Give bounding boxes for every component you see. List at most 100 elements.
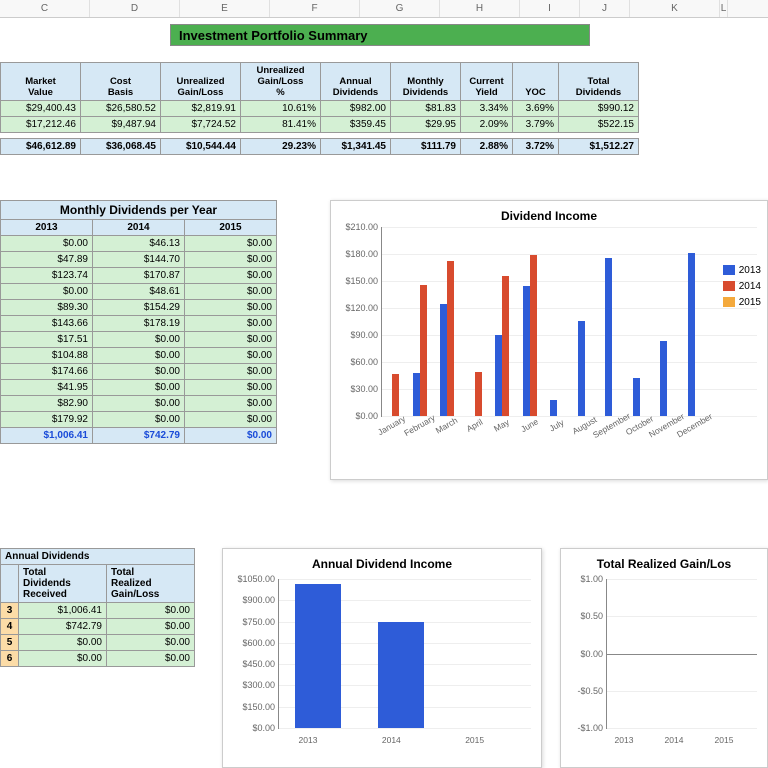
summary-cell[interactable]: $29.95	[391, 117, 461, 133]
monthly-cell[interactable]: $123.74	[1, 268, 93, 284]
monthly-cell[interactable]: $46.13	[93, 236, 185, 252]
summary-total: $46,612.89	[1, 139, 81, 155]
summary-cell[interactable]: 3.34%	[461, 101, 513, 117]
summary-cell[interactable]: $359.45	[321, 117, 391, 133]
monthly-cell[interactable]: $178.19	[93, 316, 185, 332]
summary-cell[interactable]: $990.12	[559, 101, 639, 117]
monthly-cell[interactable]: $0.00	[93, 364, 185, 380]
summary-cell[interactable]: 81.41%	[241, 117, 321, 133]
legend-item: 2013	[723, 263, 761, 277]
summary-cell[interactable]: 2.09%	[461, 117, 513, 133]
annual-div-cell[interactable]: $0.00	[19, 635, 107, 651]
summary-cell[interactable]: $982.00	[321, 101, 391, 117]
summary-cell[interactable]: $522.15	[559, 117, 639, 133]
summary-cell[interactable]: $29,400.43	[1, 101, 81, 117]
monthly-cell[interactable]: $0.00	[185, 236, 277, 252]
xlabel: 2015	[715, 735, 734, 745]
monthly-year-header: 2013	[1, 220, 93, 236]
monthly-cell[interactable]: $0.00	[1, 284, 93, 300]
summary-header: CurrentYield	[461, 63, 513, 101]
monthly-title: Monthly Dividends per Year	[1, 201, 277, 220]
bar-2014	[502, 276, 509, 416]
monthly-cell[interactable]: $143.66	[1, 316, 93, 332]
bar-2013	[495, 335, 502, 416]
summary-cell[interactable]: $7,724.52	[161, 117, 241, 133]
monthly-cell[interactable]: $170.87	[93, 268, 185, 284]
summary-cell[interactable]: $17,212.46	[1, 117, 81, 133]
monthly-cell[interactable]: $0.00	[185, 268, 277, 284]
monthly-cell[interactable]: $47.89	[1, 252, 93, 268]
summary-cell[interactable]: 10.61%	[241, 101, 321, 117]
monthly-cell[interactable]: $0.00	[185, 300, 277, 316]
summary-cell[interactable]: $81.83	[391, 101, 461, 117]
summary-total: $1,512.27	[559, 139, 639, 155]
col-header-K: K	[630, 0, 720, 17]
bar-2013	[523, 286, 530, 416]
monthly-year-header: 2015	[185, 220, 277, 236]
summary-cell[interactable]: $9,487.94	[81, 117, 161, 133]
bar-2014	[447, 261, 454, 416]
bar-2013	[550, 400, 557, 416]
bar-2013	[413, 373, 420, 416]
chart3-title: Total Realized Gain/Los	[561, 549, 767, 575]
summary-header: AnnualDividends	[321, 63, 391, 101]
monthly-cell[interactable]: $179.92	[1, 412, 93, 428]
annual-dividend-chart: Annual Dividend Income $0.00$150.00$300.…	[222, 548, 542, 768]
annual-gain-cell[interactable]: $0.00	[107, 635, 195, 651]
col-header-J: J	[580, 0, 630, 17]
realized-gainloss-chart: Total Realized Gain/Los -$1.00-$0.50$0.0…	[560, 548, 768, 768]
annual-gain-cell[interactable]: $0.00	[107, 603, 195, 619]
monthly-year-header: 2014	[93, 220, 185, 236]
annual-gain-cell[interactable]: $0.00	[107, 651, 195, 667]
monthly-cell[interactable]: $0.00	[185, 364, 277, 380]
monthly-cell[interactable]: $0.00	[185, 396, 277, 412]
monthly-cell[interactable]: $0.00	[185, 332, 277, 348]
monthly-cell[interactable]: $0.00	[185, 348, 277, 364]
monthly-cell[interactable]: $0.00	[93, 348, 185, 364]
summary-cell[interactable]: 3.79%	[513, 117, 559, 133]
summary-header: MonthlyDividends	[391, 63, 461, 101]
monthly-cell[interactable]: $104.88	[1, 348, 93, 364]
legend-item: 2015	[723, 295, 761, 309]
summary-cell[interactable]: $26,580.52	[81, 101, 161, 117]
monthly-cell[interactable]: $154.29	[93, 300, 185, 316]
xlabel: 2015	[465, 735, 484, 745]
annual-bar	[295, 584, 341, 728]
monthly-cell[interactable]: $144.70	[93, 252, 185, 268]
monthly-cell[interactable]: $0.00	[93, 396, 185, 412]
summary-total: $10,544.44	[161, 139, 241, 155]
monthly-cell[interactable]: $0.00	[185, 380, 277, 396]
summary-header: UnrealizedGain/Loss%	[241, 63, 321, 101]
annual-year: 4	[1, 619, 19, 635]
monthly-cell[interactable]: $0.00	[185, 412, 277, 428]
monthly-cell[interactable]: $0.00	[185, 316, 277, 332]
summary-header: YOC	[513, 63, 559, 101]
monthly-cell[interactable]: $0.00	[93, 380, 185, 396]
summary-header: CostBasis	[81, 63, 161, 101]
monthly-cell[interactable]: $82.90	[1, 396, 93, 412]
xlabel: May	[492, 417, 511, 434]
summary-total: 2.88%	[461, 139, 513, 155]
annual-div-cell[interactable]: $0.00	[19, 651, 107, 667]
annual-gain-cell[interactable]: $0.00	[107, 619, 195, 635]
monthly-cell[interactable]: $0.00	[1, 236, 93, 252]
bar-2013	[440, 304, 447, 416]
monthly-cell[interactable]: $48.61	[93, 284, 185, 300]
annual-div-cell[interactable]: $742.79	[19, 619, 107, 635]
monthly-cell[interactable]: $174.66	[1, 364, 93, 380]
bar-2013	[660, 341, 667, 416]
annual-div-cell[interactable]: $1,006.41	[19, 603, 107, 619]
monthly-cell[interactable]: $0.00	[93, 412, 185, 428]
legend-item: 2014	[723, 279, 761, 293]
summary-cell[interactable]: $2,819.91	[161, 101, 241, 117]
chart2-title: Annual Dividend Income	[223, 549, 541, 575]
monthly-cell[interactable]: $0.00	[93, 332, 185, 348]
monthly-cell[interactable]: $41.95	[1, 380, 93, 396]
monthly-cell[interactable]: $0.00	[185, 252, 277, 268]
summary-total: 29.23%	[241, 139, 321, 155]
monthly-cell[interactable]: $0.00	[185, 284, 277, 300]
annual-year: 5	[1, 635, 19, 651]
monthly-cell[interactable]: $89.30	[1, 300, 93, 316]
monthly-cell[interactable]: $17.51	[1, 332, 93, 348]
summary-cell[interactable]: 3.69%	[513, 101, 559, 117]
